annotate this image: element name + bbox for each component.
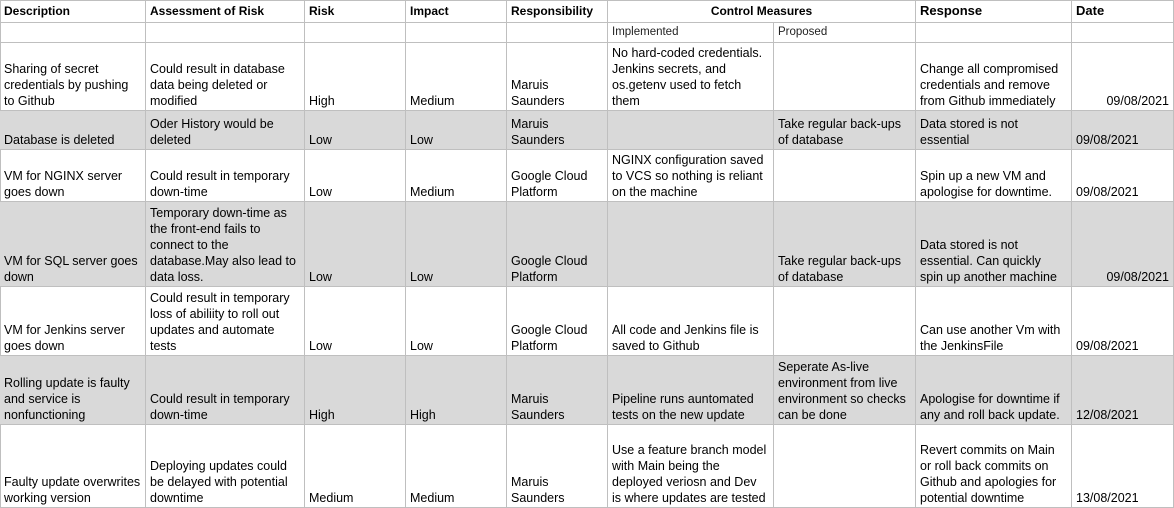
cell-proposed[interactable]	[774, 425, 916, 508]
cell-proposed[interactable]: Seperate As-live environment from live e…	[774, 356, 916, 425]
cell-proposed[interactable]: Take regular back-ups of database	[774, 202, 916, 287]
cell-date[interactable]: 13/08/2021	[1072, 425, 1174, 508]
cell-response[interactable]: Apologise for downtime if any and roll b…	[916, 356, 1072, 425]
header-responsibility[interactable]: Responsibility	[507, 0, 608, 23]
subheader-empty-cell[interactable]	[406, 23, 507, 43]
cell-responsibility[interactable]: Maruis Saunders	[507, 356, 608, 425]
cell-implemented[interactable]	[608, 111, 774, 150]
header-risk[interactable]: Risk	[305, 0, 406, 23]
cell-description[interactable]: Database is deleted	[0, 111, 146, 150]
cell-impact[interactable]: Medium	[406, 43, 507, 111]
cell-assessment[interactable]: Temporary down-time as the front-end fai…	[146, 202, 305, 287]
subheader-empty-cell[interactable]	[305, 23, 406, 43]
header-date[interactable]: Date	[1072, 0, 1174, 23]
cell-risk[interactable]: Low	[305, 111, 406, 150]
cell-implemented[interactable]: NGINX configuration saved to VCS so noth…	[608, 150, 774, 202]
cell-responsibility[interactable]: Maruis Saunders	[507, 111, 608, 150]
cell-date[interactable]: 09/08/2021	[1072, 202, 1174, 287]
cell-proposed[interactable]	[774, 43, 916, 111]
cell-implemented[interactable]: Pipeline runs auntomated tests on the ne…	[608, 356, 774, 425]
cell-impact[interactable]: Medium	[406, 150, 507, 202]
cell-date[interactable]: 09/08/2021	[1072, 43, 1174, 111]
cell-response[interactable]: Revert commits on Main or roll back comm…	[916, 425, 1072, 508]
cell-assessment[interactable]: Could result in temporary down-time	[146, 150, 305, 202]
subheader-empty-cell[interactable]	[146, 23, 305, 43]
cell-responsibility[interactable]: Google Cloud Platform	[507, 202, 608, 287]
cell-assessment[interactable]: Deploying updates could be delayed with …	[146, 425, 305, 508]
cell-date[interactable]: 12/08/2021	[1072, 356, 1174, 425]
cell-impact[interactable]: Low	[406, 287, 507, 356]
subheader-empty-cell[interactable]	[507, 23, 608, 43]
cell-description[interactable]: VM for Jenkins server goes down	[0, 287, 146, 356]
cell-response[interactable]: Can use another Vm with the JenkinsFile	[916, 287, 1072, 356]
header-impact[interactable]: Impact	[406, 0, 507, 23]
cell-date[interactable]: 09/08/2021	[1072, 287, 1174, 356]
cell-implemented[interactable]: No hard-coded credentials. Jenkins secre…	[608, 43, 774, 111]
cell-assessment[interactable]: Could result in database data being dele…	[146, 43, 305, 111]
cell-risk[interactable]: Low	[305, 202, 406, 287]
cell-description[interactable]: Faulty update overwrites working version	[0, 425, 146, 508]
cell-risk[interactable]: Medium	[305, 425, 406, 508]
header-assessment[interactable]: Assessment of Risk	[146, 0, 305, 23]
subheader-empty-cell[interactable]	[0, 23, 146, 43]
cell-description[interactable]: Rolling update is faulty and service is …	[0, 356, 146, 425]
cell-responsibility[interactable]: Maruis Saunders	[507, 425, 608, 508]
subheader-proposed[interactable]: Proposed	[774, 23, 916, 43]
header-response[interactable]: Response	[916, 0, 1072, 23]
subheader-empty-cell[interactable]	[916, 23, 1072, 43]
cell-risk[interactable]: Low	[305, 150, 406, 202]
cell-risk[interactable]: Low	[305, 287, 406, 356]
cell-impact[interactable]: Low	[406, 111, 507, 150]
cell-date[interactable]: 09/08/2021	[1072, 150, 1174, 202]
header-control-measures[interactable]: Control Measures	[608, 0, 916, 23]
subheader-empty-cell[interactable]	[1072, 23, 1174, 43]
cell-description[interactable]: VM for NGINX server goes down	[0, 150, 146, 202]
cell-responsibility[interactable]: Google Cloud Platform	[507, 150, 608, 202]
cell-assessment[interactable]: Could result in temporary loss of abilii…	[146, 287, 305, 356]
cell-date[interactable]: 09/08/2021	[1072, 111, 1174, 150]
cell-response[interactable]: Change all compromised credentials and r…	[916, 43, 1072, 111]
cell-impact[interactable]: High	[406, 356, 507, 425]
header-description[interactable]: Description	[0, 0, 146, 23]
cell-proposed[interactable]	[774, 287, 916, 356]
cell-proposed[interactable]	[774, 150, 916, 202]
cell-assessment[interactable]: Could result in temporary down-time	[146, 356, 305, 425]
table-top-border	[0, 0, 1174, 1]
subheader-implemented[interactable]: Implemented	[608, 23, 774, 43]
cell-responsibility[interactable]: Google Cloud Platform	[507, 287, 608, 356]
cell-response[interactable]: Data stored is not essential. Can quickl…	[916, 202, 1072, 287]
cell-implemented[interactable]	[608, 202, 774, 287]
cell-description[interactable]: Sharing of secret credentials by pushing…	[0, 43, 146, 111]
cell-response[interactable]: Spin up a new VM and apologise for downt…	[916, 150, 1072, 202]
cell-description[interactable]: VM for SQL server goes down	[0, 202, 146, 287]
cell-implemented[interactable]: All code and Jenkins file is saved to Gi…	[608, 287, 774, 356]
cell-impact[interactable]: Low	[406, 202, 507, 287]
cell-responsibility[interactable]: Maruis Saunders	[507, 43, 608, 111]
cell-risk[interactable]: High	[305, 43, 406, 111]
cell-risk[interactable]: High	[305, 356, 406, 425]
cell-implemented[interactable]: Use a feature branch model with Main bei…	[608, 425, 774, 508]
cell-assessment[interactable]: Oder History would be deleted	[146, 111, 305, 150]
cell-response[interactable]: Data stored is not essential	[916, 111, 1072, 150]
cell-proposed[interactable]: Take regular back-ups of database	[774, 111, 916, 150]
cell-impact[interactable]: Medium	[406, 425, 507, 508]
